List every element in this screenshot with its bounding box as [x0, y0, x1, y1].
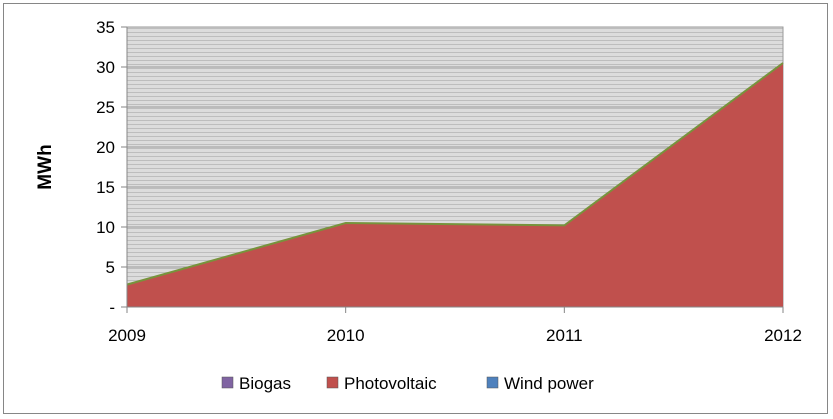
area-edge-line: [126, 62, 784, 286]
legend-label: Biogas: [239, 374, 291, 393]
x-tick-label: 2009: [108, 326, 146, 345]
axes: [121, 26, 784, 313]
y-tick-label: 20: [96, 138, 115, 157]
x-tick-label: 2011: [546, 326, 583, 345]
x-tick-labels: 2009 2010 2011 2012: [108, 326, 802, 345]
area-photovoltaic: [127, 63, 783, 307]
legend: Biogas Photovoltaic Wind power: [221, 374, 594, 393]
x-tick-label: 2012: [764, 326, 802, 345]
y-tick-label: 10: [96, 218, 115, 237]
legend-swatch: [326, 376, 339, 389]
y-tick-labels: - 5 10 15 20 25 30 35: [96, 18, 115, 317]
legend-label: Photovoltaic: [344, 374, 437, 393]
y-tick-label: 5: [106, 258, 115, 277]
y-tick-label: 15: [96, 178, 115, 197]
x-tick-label: 2010: [327, 326, 365, 345]
y-tick-label: 25: [96, 98, 115, 117]
legend-swatch: [486, 376, 499, 389]
y-tick-label: 30: [96, 58, 115, 77]
y-tick-label: 35: [96, 18, 115, 37]
y-tick-label: -: [109, 298, 115, 317]
legend-swatch: [221, 376, 234, 389]
series-areas: [126, 62, 784, 307]
y-axis-label: MWh: [35, 144, 56, 189]
legend-label: Wind power: [504, 374, 594, 393]
